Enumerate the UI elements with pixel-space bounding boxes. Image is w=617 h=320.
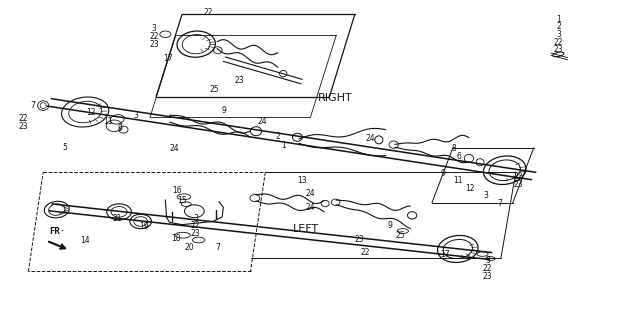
Text: 22: 22 [482,264,492,273]
Text: 17: 17 [441,250,450,259]
Text: 12: 12 [465,184,475,193]
Text: 2: 2 [275,132,280,141]
Text: 14: 14 [80,236,90,245]
Text: 1: 1 [556,15,561,24]
Text: 22: 22 [360,248,370,257]
Text: 5: 5 [62,143,67,152]
Text: 16: 16 [172,186,182,195]
Text: 23: 23 [553,45,563,54]
Text: 22: 22 [204,8,213,17]
Text: 22: 22 [513,172,523,181]
Text: 19: 19 [139,222,149,231]
Text: 11: 11 [103,117,113,126]
Text: 15: 15 [177,196,187,204]
Text: 25: 25 [395,231,405,240]
Text: 22: 22 [149,32,159,41]
Text: 24: 24 [305,203,315,212]
Text: 22: 22 [19,114,28,123]
Text: 7: 7 [497,199,502,208]
Text: 18: 18 [171,234,181,243]
Text: 24: 24 [305,189,315,198]
Text: 7: 7 [30,101,35,110]
Text: 12: 12 [86,108,96,116]
Text: 24: 24 [170,144,180,153]
Text: RIGHT: RIGHT [318,92,352,103]
Text: 23: 23 [513,180,523,189]
Text: 24: 24 [257,117,267,126]
Text: 3: 3 [484,191,489,200]
Text: 25: 25 [209,85,219,94]
Text: 17: 17 [164,54,173,63]
Text: 23: 23 [149,40,159,49]
Text: 2: 2 [556,22,561,31]
Text: 1: 1 [281,141,286,150]
Text: 7: 7 [215,243,220,252]
Text: FR·: FR· [49,227,65,236]
Text: LEFT: LEFT [293,224,319,234]
Text: 23: 23 [19,122,28,131]
Text: 22: 22 [553,38,563,47]
Text: 23: 23 [354,236,364,244]
Text: 3: 3 [193,214,198,223]
Text: 3: 3 [556,30,561,39]
Text: 3: 3 [485,256,490,265]
Text: 23: 23 [234,76,244,84]
Text: 8: 8 [451,144,456,153]
Text: 22: 22 [191,221,201,230]
Text: 13: 13 [297,176,307,185]
Text: 9: 9 [118,124,123,132]
Text: 23: 23 [191,229,201,238]
Text: 24: 24 [365,134,375,143]
Text: 9: 9 [387,221,392,230]
Text: 20: 20 [184,243,194,252]
Text: 3: 3 [152,24,157,33]
Text: 23: 23 [482,272,492,281]
Text: 11: 11 [453,176,463,185]
Text: 9: 9 [222,106,226,115]
Text: 6: 6 [457,152,462,161]
Text: 9: 9 [441,169,445,178]
Text: 3: 3 [133,111,138,120]
Text: 21: 21 [112,214,122,223]
